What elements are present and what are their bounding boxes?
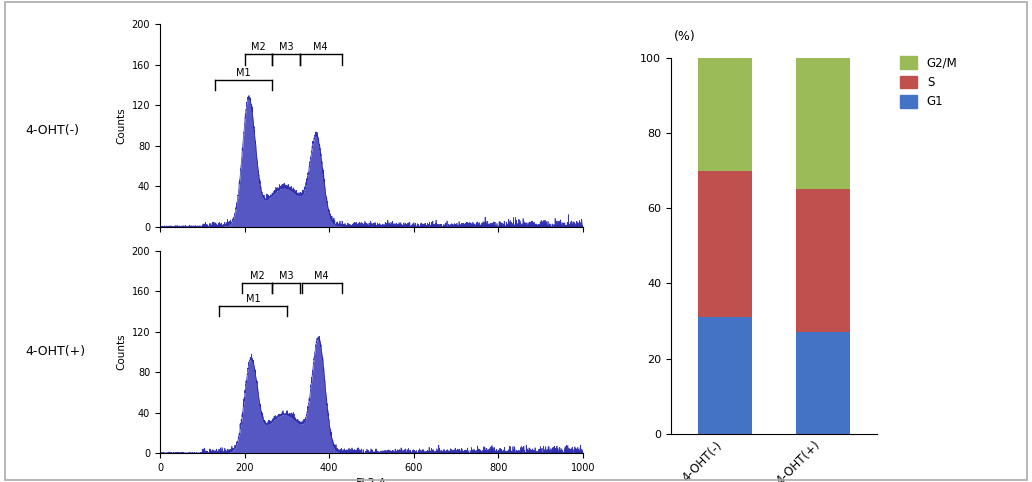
Text: M4: M4	[315, 271, 329, 281]
X-axis label: FL2-A: FL2-A	[356, 478, 387, 482]
Text: M1: M1	[236, 68, 251, 78]
Y-axis label: Counts: Counts	[117, 334, 126, 370]
Legend: G2/M, S, G1: G2/M, S, G1	[900, 56, 958, 108]
Text: M2: M2	[250, 271, 264, 281]
Bar	[698, 171, 752, 317]
Bar	[796, 189, 850, 332]
Text: 4-OHT(-): 4-OHT(-)	[26, 124, 79, 136]
Bar	[698, 317, 752, 434]
Text: M4: M4	[314, 42, 328, 53]
Text: M1: M1	[246, 295, 260, 304]
Text: M3: M3	[279, 271, 293, 281]
Text: M2: M2	[251, 42, 265, 53]
Bar	[698, 58, 752, 171]
Bar	[796, 58, 850, 189]
Text: 4-OHT(+): 4-OHT(+)	[26, 346, 86, 358]
Text: (%): (%)	[674, 30, 696, 43]
Y-axis label: Counts: Counts	[117, 107, 126, 144]
Text: M3: M3	[279, 42, 293, 53]
Bar	[796, 332, 850, 434]
